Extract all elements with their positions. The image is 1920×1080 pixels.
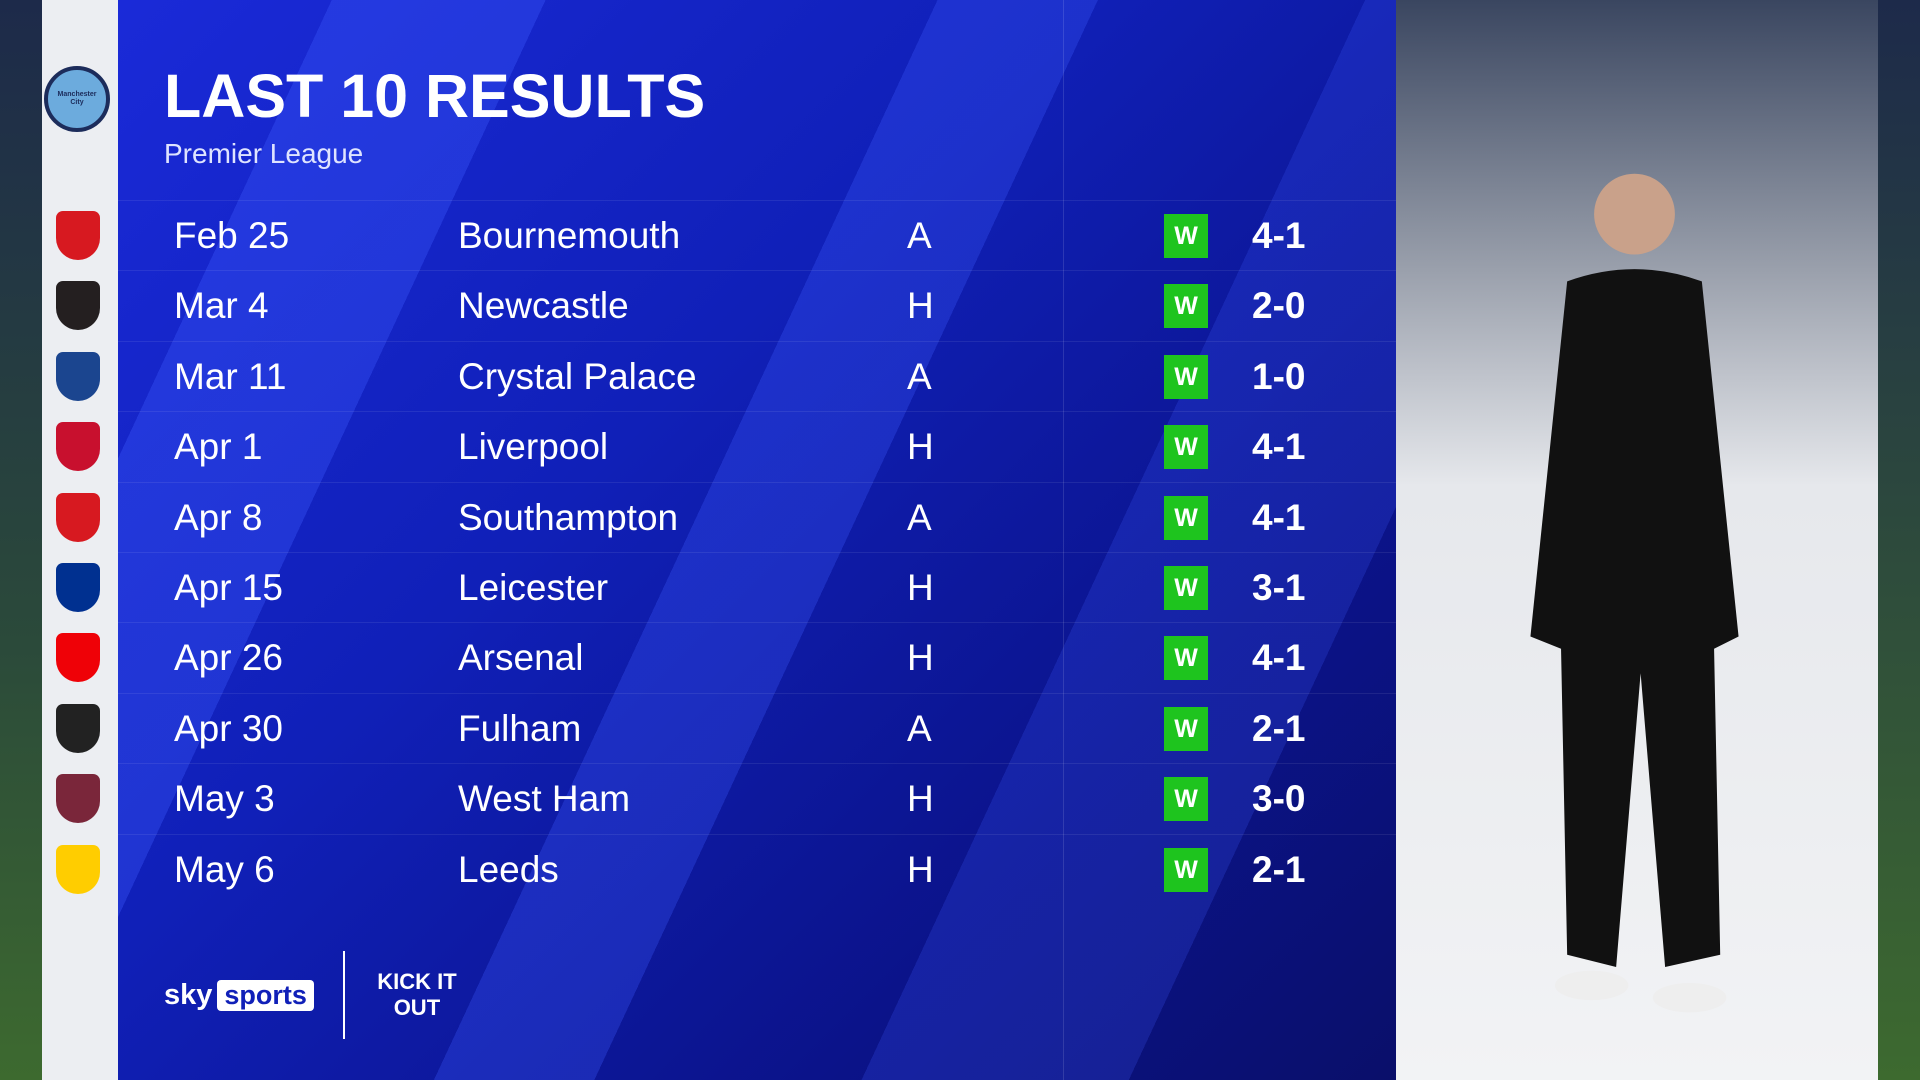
result-row: Apr 8 Southampton A W 4-1 (118, 481, 1396, 553)
match-date: Apr 15 (174, 567, 284, 608)
result-row: Feb 25 Bournemouth A W 4-1 (118, 200, 1396, 271)
opponent-name: Southampton (458, 496, 679, 538)
match-date: May 3 (174, 778, 275, 820)
result-badge: W (1164, 636, 1208, 681)
result-badge: W (1164, 566, 1208, 610)
opponent-crest-icon (56, 281, 100, 331)
kick-it-out-logo: KICK IT OUT (377, 969, 457, 1020)
score: 4-1 (1252, 496, 1306, 538)
score: 3-1 (1252, 567, 1306, 608)
score: 1-0 (1252, 355, 1306, 397)
opponent-name: Liverpool (458, 426, 609, 468)
opponent-crest-icon (56, 492, 100, 542)
column-divider (1063, 0, 1064, 1080)
logo-divider (342, 951, 345, 1039)
stadium-background-right (1878, 0, 1920, 1080)
score: 2-1 (1252, 707, 1306, 749)
page-title: LAST 10 RESULTS (164, 62, 706, 130)
match-date: May 6 (174, 848, 275, 890)
opponent-crest-icon (56, 844, 100, 894)
match-date: Apr 8 (174, 496, 263, 538)
score: 2-0 (1252, 285, 1306, 327)
result-row: May 6 Leeds H W 2-1 (118, 833, 1396, 905)
opponent-crest-icon (56, 703, 100, 753)
result-row: Apr 1 Liverpool H W 4-1 (118, 411, 1396, 482)
opponent-name: Leeds (458, 848, 559, 890)
opponent-name: Newcastle (458, 285, 629, 327)
manager-figure-icon (1530, 173, 1739, 1013)
opponent-name: West Ham (458, 778, 631, 820)
opponent-crest-icon (56, 774, 100, 824)
match-date: Mar 4 (174, 285, 269, 327)
opponent-crest-icon (56, 633, 100, 683)
result-badge: W (1164, 777, 1208, 822)
venue: H (907, 637, 934, 679)
result-badge: W (1164, 847, 1208, 892)
opponent-crest-icon (56, 422, 100, 472)
score: 3-0 (1252, 778, 1306, 820)
opponent-crest-icon (56, 351, 100, 401)
man-city-crest-icon: Manchester City (44, 66, 110, 132)
opponent-crest-icon (56, 563, 100, 612)
venue: A (907, 215, 932, 256)
footer-logos: sky sports KICK IT OUT (164, 950, 460, 1040)
result-row: Mar 11 Crystal Palace A W 1-0 (118, 340, 1396, 412)
venue: H (907, 426, 934, 468)
team-name: Manchester City (57, 91, 97, 106)
score: 4-1 (1252, 215, 1306, 256)
competition-subtitle: Premier League (164, 138, 364, 169)
opponent-crest-icon (56, 211, 100, 260)
manager-photo (1396, 0, 1878, 1080)
sky-logo: sky (164, 978, 213, 1011)
opponent-name: Crystal Palace (458, 355, 697, 397)
result-row: Apr 30 Fulham A W 2-1 (118, 692, 1396, 764)
result-badge: W (1164, 214, 1208, 258)
result-row: Apr 26 Arsenal H W 4-1 (118, 622, 1396, 693)
venue: H (907, 778, 934, 820)
result-badge: W (1164, 284, 1208, 329)
opponent-name: Fulham (458, 707, 582, 749)
score: 2-1 (1252, 848, 1306, 890)
match-date: Feb 25 (174, 215, 290, 256)
score: 4-1 (1252, 426, 1306, 468)
result-badge: W (1164, 495, 1208, 540)
result-row: Apr 15 Leicester H W 3-1 (118, 552, 1396, 623)
venue: A (907, 707, 932, 749)
match-date: Mar 11 (174, 355, 287, 397)
match-date: Apr 26 (174, 637, 284, 679)
results-panel (118, 0, 1396, 1080)
venue: H (907, 285, 934, 327)
result-row: Mar 4 Newcastle H W 2-0 (118, 270, 1396, 341)
result-row: May 3 West Ham H W 3-0 (118, 763, 1396, 834)
result-badge: W (1164, 706, 1208, 751)
result-badge: W (1164, 425, 1208, 470)
match-date: Apr 30 (174, 707, 284, 749)
match-date: Apr 1 (174, 426, 263, 468)
venue: A (907, 496, 932, 538)
stadium-background-left (0, 0, 42, 1080)
venue: H (907, 567, 934, 608)
venue: H (907, 848, 934, 890)
result-badge: W (1164, 354, 1208, 399)
score: 4-1 (1252, 637, 1306, 679)
opponent-name: Bournemouth (458, 215, 681, 256)
opponent-name: Leicester (458, 567, 609, 608)
opponent-name: Arsenal (458, 637, 584, 679)
venue: A (907, 355, 932, 397)
sports-logo: sports (217, 979, 314, 1011)
